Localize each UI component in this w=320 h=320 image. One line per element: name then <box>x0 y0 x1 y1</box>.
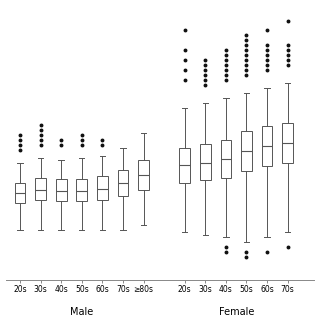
Text: Male: Male <box>70 307 93 317</box>
PathPatch shape <box>117 170 128 196</box>
PathPatch shape <box>220 140 231 178</box>
PathPatch shape <box>76 179 87 201</box>
Text: Female: Female <box>219 307 254 317</box>
PathPatch shape <box>15 183 25 203</box>
PathPatch shape <box>56 179 67 201</box>
PathPatch shape <box>241 131 252 171</box>
PathPatch shape <box>97 176 108 200</box>
PathPatch shape <box>200 144 211 180</box>
PathPatch shape <box>282 123 293 163</box>
PathPatch shape <box>138 160 149 190</box>
PathPatch shape <box>262 126 272 166</box>
PathPatch shape <box>179 148 190 183</box>
PathPatch shape <box>35 178 46 200</box>
